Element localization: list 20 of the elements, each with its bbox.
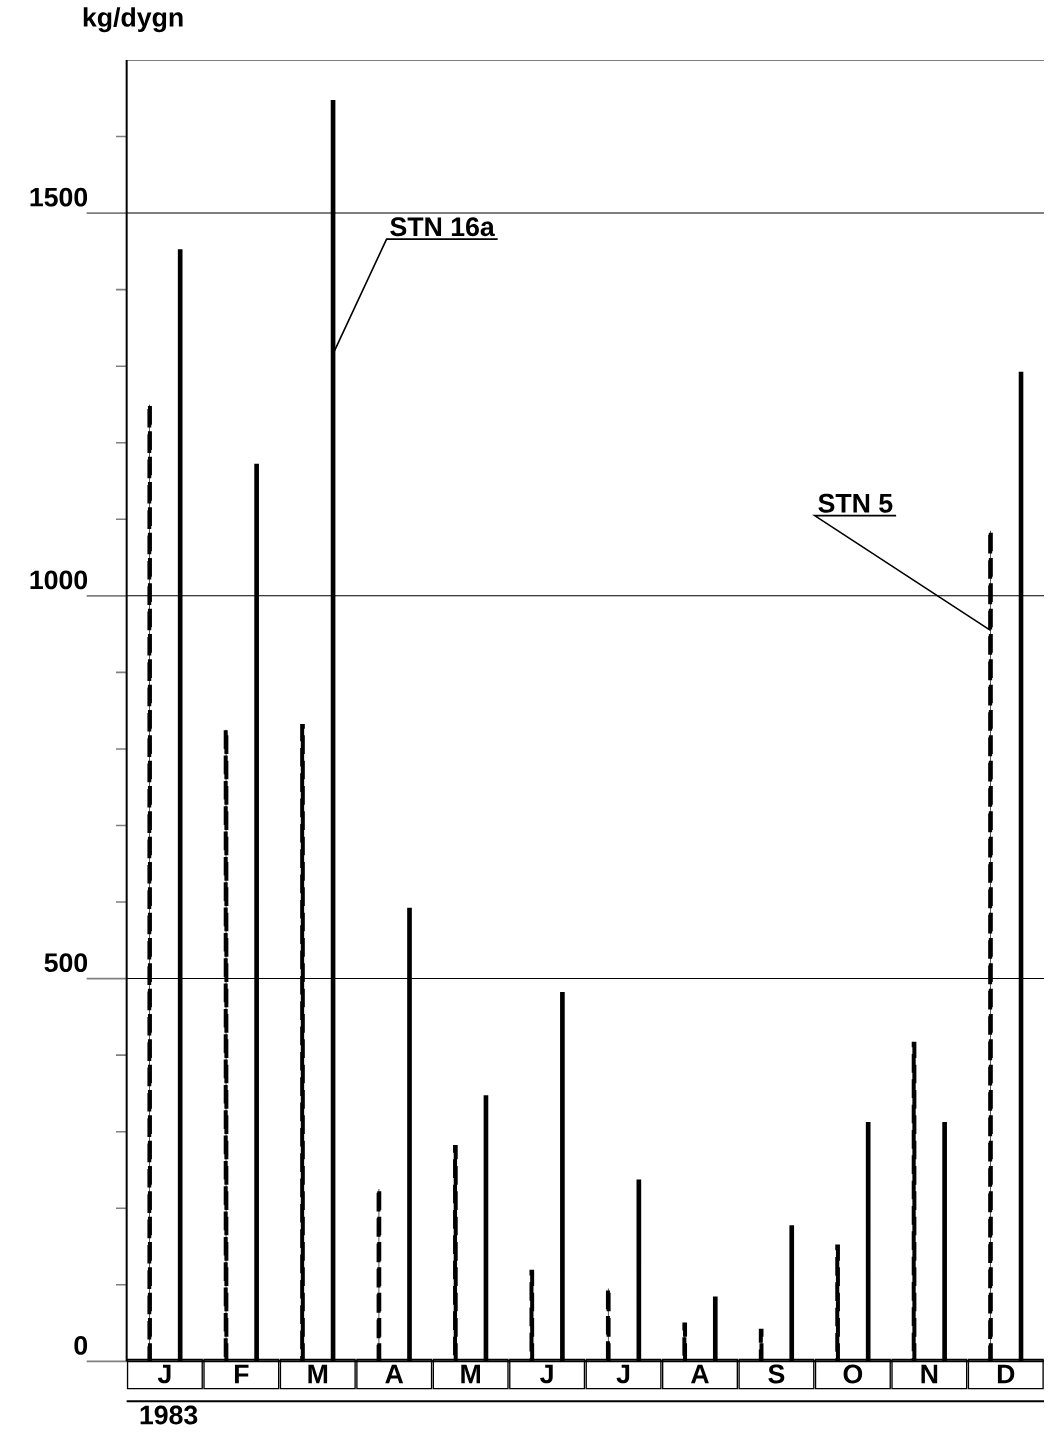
x-tick-label: D [997, 1364, 1015, 1384]
y-tick-label: 500 [44, 953, 88, 973]
x-tick-label: F [234, 1364, 249, 1384]
x-tick-label: S [768, 1364, 785, 1384]
text: STN 5 [818, 493, 893, 513]
x-tick-label: J [540, 1364, 553, 1384]
x-tick-label: O [843, 1364, 863, 1384]
x-tick-label: M [461, 1364, 480, 1384]
y-axis-title: kg/dygn [83, 7, 183, 33]
text: 1983 [140, 1405, 198, 1425]
y-tick-label: 1000 [30, 570, 88, 590]
text: STN 16a [390, 217, 495, 237]
x-tick-label: A [385, 1364, 404, 1384]
x-tick-label: A [691, 1364, 709, 1384]
x-tick-label: J [157, 1364, 171, 1384]
x-tick-label: M [308, 1364, 328, 1384]
x-tick-label: N [921, 1364, 938, 1384]
x-tick-label: J [616, 1364, 630, 1384]
y-tick-label: 0 [74, 1335, 88, 1355]
y-tick-label: 1500 [30, 187, 88, 207]
